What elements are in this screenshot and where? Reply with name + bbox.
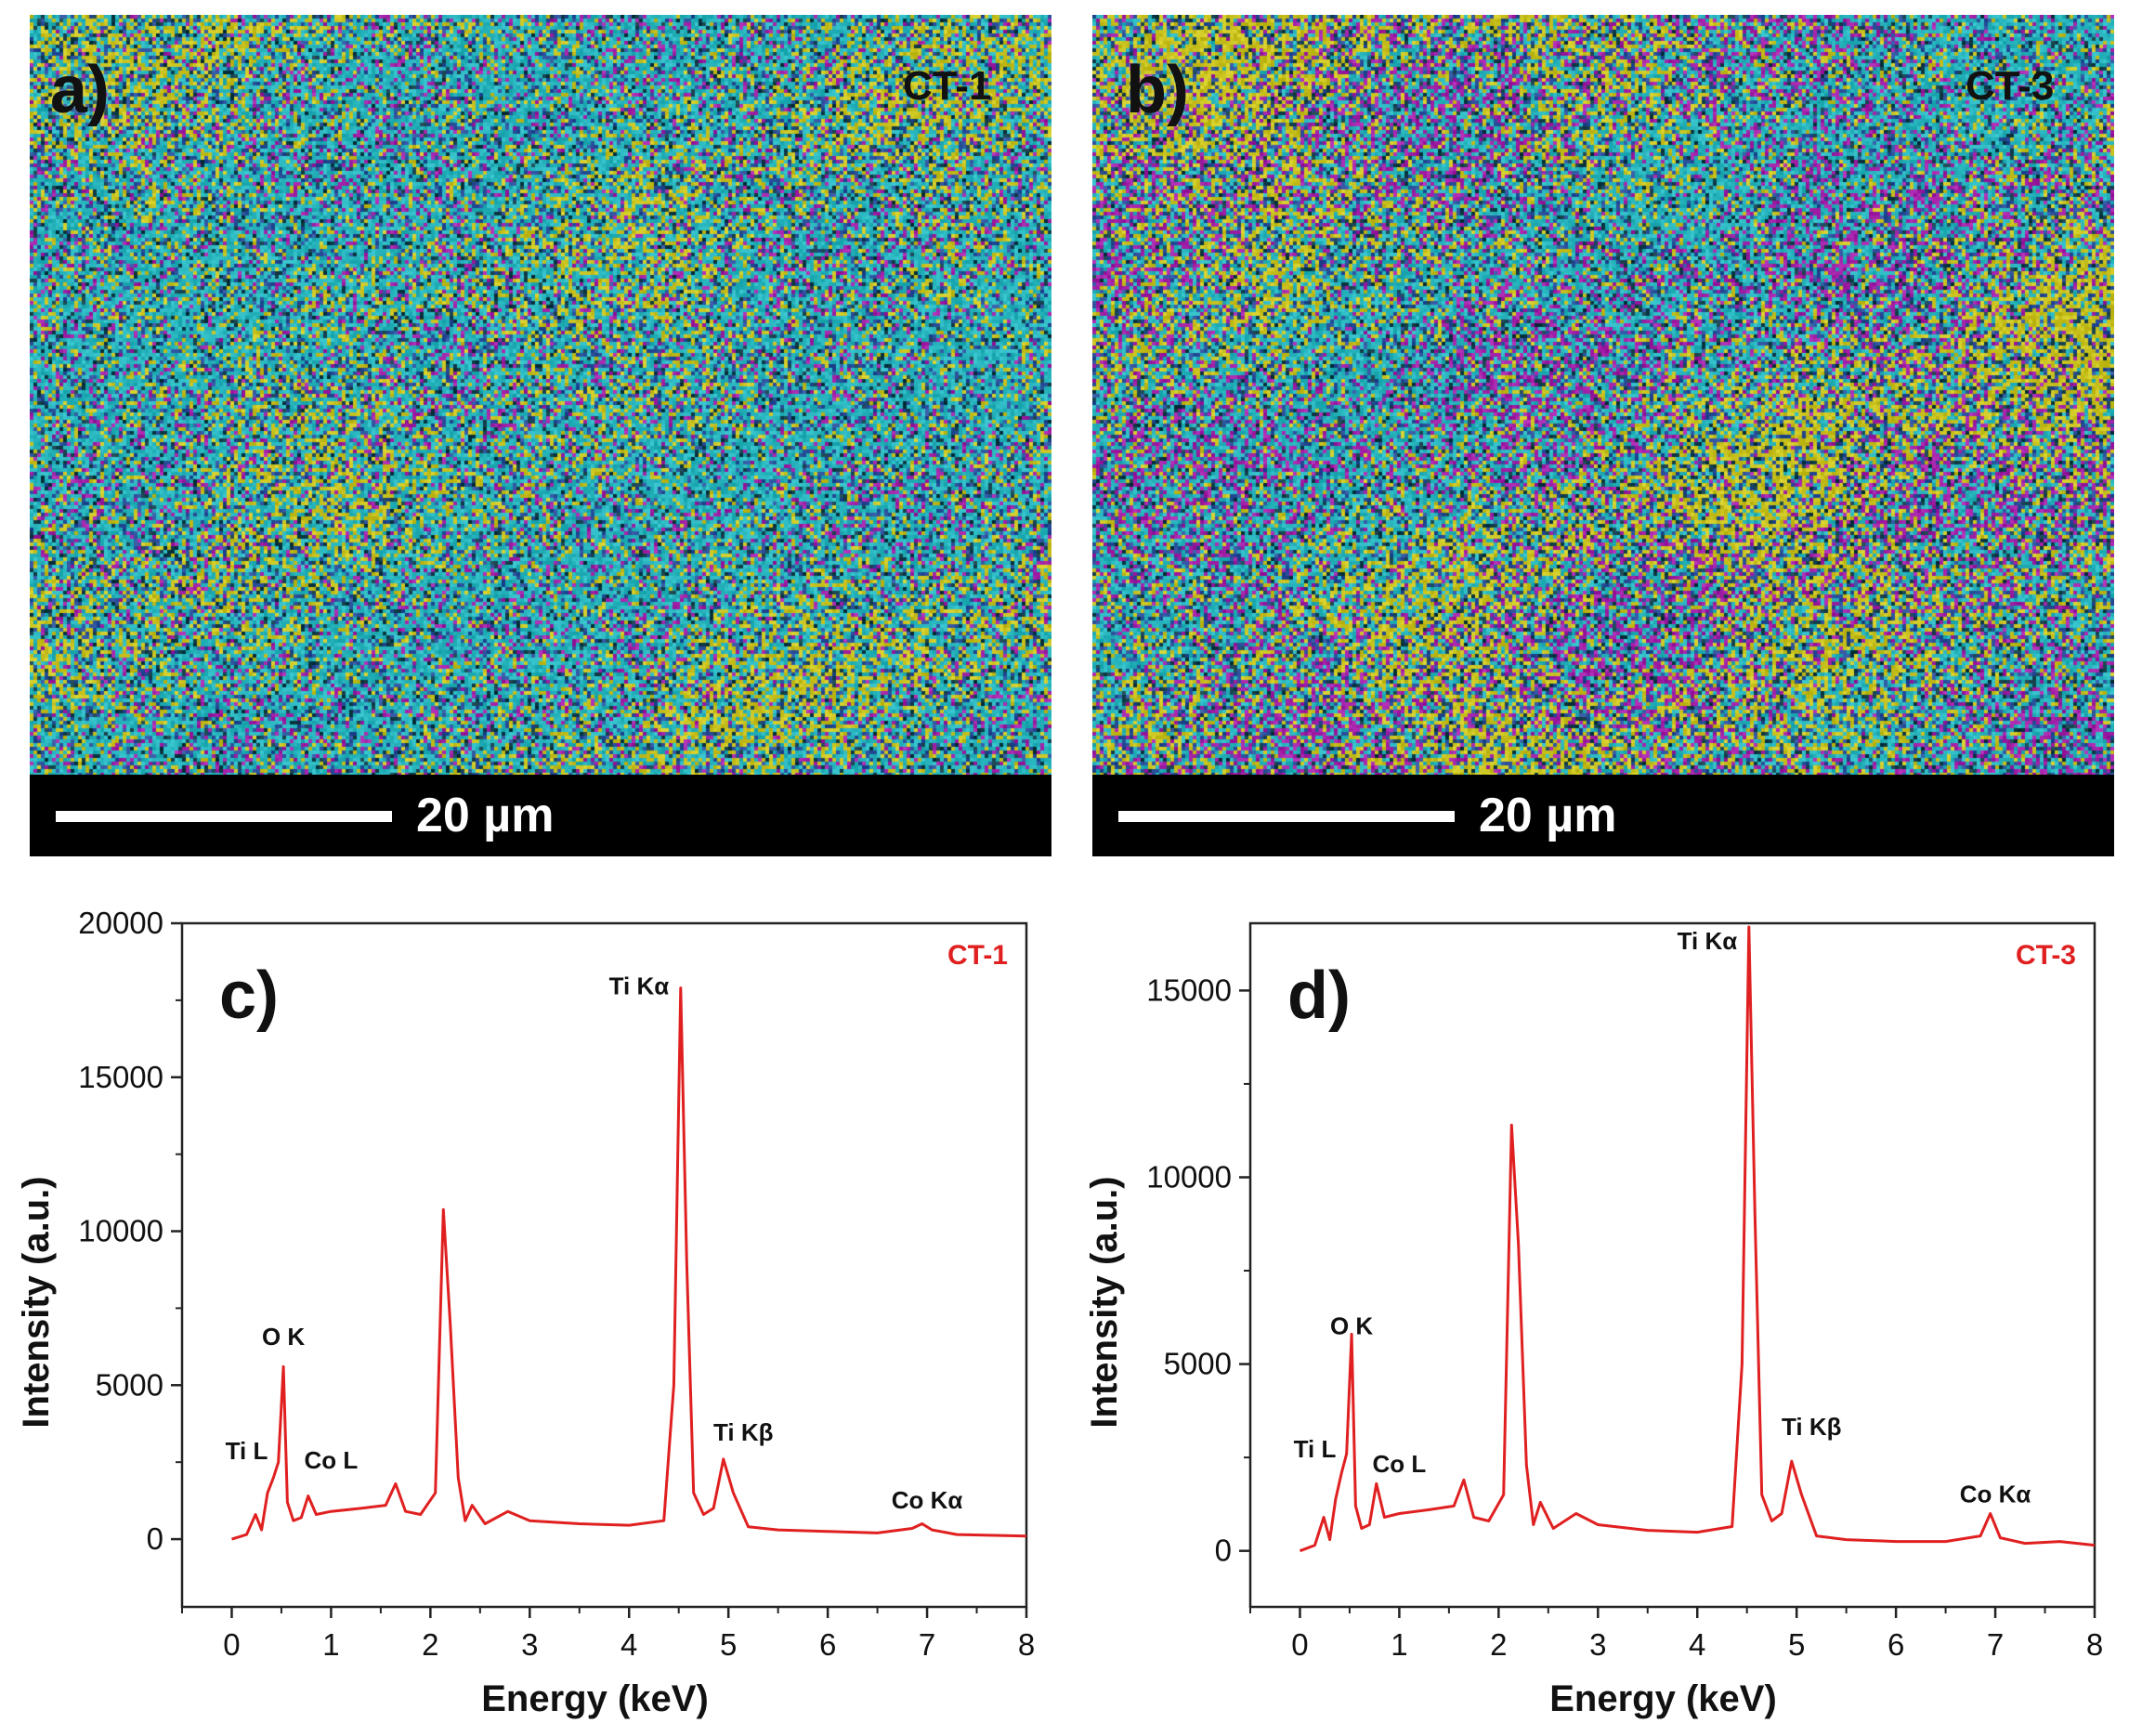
x-tick-label: 6 bbox=[1887, 1627, 1904, 1662]
x-tick-label: 0 bbox=[1291, 1627, 1308, 1662]
peak-label: O K bbox=[262, 1323, 305, 1351]
series-line-ct-1 bbox=[231, 986, 1027, 1541]
series-line-ct-3 bbox=[1299, 925, 2096, 1553]
peak-label: Ti Kα bbox=[609, 972, 670, 999]
x-tick-label: 8 bbox=[2086, 1627, 2103, 1662]
x-tick-label: 3 bbox=[1589, 1627, 1606, 1662]
peak-label: O K bbox=[1330, 1312, 1373, 1339]
plot-frame bbox=[1248, 921, 2096, 1609]
panel-a-scale-bar: 20 µm bbox=[30, 775, 1051, 856]
y-tick-label: 0 bbox=[147, 1521, 163, 1556]
plot-frame bbox=[180, 921, 1028, 1609]
peak-label: Co L bbox=[1373, 1450, 1427, 1478]
y-tick-label: 15000 bbox=[1146, 972, 1232, 1007]
x-tick-label: 5 bbox=[720, 1627, 737, 1662]
scale-line bbox=[56, 811, 392, 822]
peak-label: Ti Kα bbox=[1678, 927, 1738, 955]
x-tick-label: 1 bbox=[322, 1627, 339, 1662]
sample-title: CT-3 bbox=[2016, 940, 2076, 971]
y-tick-label: 10000 bbox=[78, 1214, 163, 1248]
panel-a-letter: a) bbox=[50, 53, 111, 127]
panel-b-scale-bar: 20 µm bbox=[1092, 775, 2114, 856]
x-tick-label: 1 bbox=[1391, 1627, 1407, 1662]
scale-text: 20 µm bbox=[416, 789, 555, 842]
peak-label: Co Kα bbox=[892, 1486, 963, 1514]
panel-a-eds-map: a) CT-1 20 µm bbox=[30, 15, 1051, 856]
y-tick-label: 20000 bbox=[78, 906, 163, 940]
x-tick-label: 3 bbox=[521, 1627, 538, 1662]
scale-line bbox=[1118, 811, 1455, 822]
sample-title: CT-1 bbox=[947, 940, 1008, 971]
panel-c-eds-spectrum: 0 1 2 3 4 5 6 7 8 0 5000 10000 15000 20000 Energy (keV… bbox=[16, 906, 1035, 1719]
y-axis-label: Intensity (a.u.) bbox=[16, 1176, 57, 1428]
peak-label: Ti Kβ bbox=[713, 1418, 774, 1446]
x-tick-label: 2 bbox=[422, 1627, 438, 1662]
eds-map-image-ct1 bbox=[30, 15, 1051, 775]
peak-label: Ti L bbox=[226, 1437, 268, 1465]
panel-d-eds-spectrum: 0 1 2 3 4 5 6 7 8 0 5000 10000 15000 Energy (keV) Inte… bbox=[1084, 921, 2103, 1719]
panel-b-sample-label: CT-3 bbox=[1966, 63, 2055, 109]
peak-label: Ti L bbox=[1294, 1435, 1337, 1463]
eds-map-image-ct3 bbox=[1092, 15, 2114, 775]
y-tick-label: 15000 bbox=[78, 1060, 163, 1094]
peak-label: Co L bbox=[305, 1446, 359, 1474]
x-tick-label: 4 bbox=[1689, 1627, 1705, 1662]
x-tick-label: 6 bbox=[819, 1627, 836, 1662]
x-tick-label: 8 bbox=[1018, 1627, 1035, 1662]
x-tick-label: 7 bbox=[1987, 1627, 2004, 1662]
panel-b-letter: b) bbox=[1126, 53, 1189, 127]
x-tick-label: 5 bbox=[1788, 1627, 1805, 1662]
panel-b-eds-map: b) CT-3 20 µm bbox=[1092, 15, 2114, 856]
y-axis-label: Intensity (a.u.) bbox=[1084, 1176, 1125, 1428]
y-tick-label: 5000 bbox=[96, 1367, 163, 1402]
x-axis-label: Energy (keV) bbox=[481, 1678, 709, 1719]
peak-label: Co Kα bbox=[1960, 1480, 2031, 1508]
panel-letter: d) bbox=[1287, 959, 1351, 1033]
x-tick-label: 2 bbox=[1490, 1627, 1507, 1662]
x-tick-label: 4 bbox=[620, 1627, 637, 1662]
y-tick-label: 5000 bbox=[1164, 1347, 1232, 1381]
panel-a-sample-label: CT-1 bbox=[903, 63, 992, 109]
panel-letter: c) bbox=[219, 959, 279, 1033]
y-tick-label: 0 bbox=[1215, 1534, 1232, 1568]
y-tick-label: 10000 bbox=[1146, 1159, 1232, 1194]
scale-text: 20 µm bbox=[1479, 789, 1617, 842]
x-axis-label: Energy (keV) bbox=[1549, 1678, 1777, 1719]
x-tick-label: 0 bbox=[223, 1627, 240, 1662]
peak-label: Ti Kβ bbox=[1782, 1413, 1842, 1441]
x-tick-label: 7 bbox=[919, 1627, 935, 1662]
